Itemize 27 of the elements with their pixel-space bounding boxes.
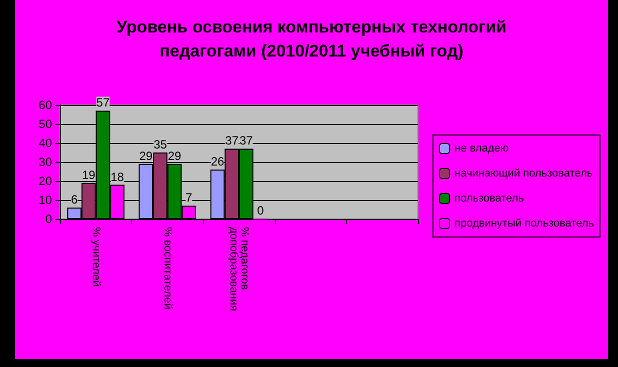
y-tick-label: 60 <box>38 98 52 112</box>
y-tick-label: 10 <box>38 193 52 207</box>
legend-label: начинающий пользователь <box>454 168 593 180</box>
data-label: 19 <box>82 168 96 182</box>
chart-title: Уровень освоения компьютерных технологий педагогами (2010/2011 учебный год) <box>116 18 507 60</box>
data-label: 18 <box>110 170 124 184</box>
x-tick-label: % воспитателей <box>161 227 174 310</box>
x-tick-label: % педагогов допобразования <box>228 227 250 312</box>
y-tick-label: 30 <box>38 155 52 169</box>
data-label: 26 <box>210 154 225 169</box>
legend-label: пользователь <box>454 192 524 204</box>
data-label: 0 <box>257 204 264 218</box>
data-label: 29 <box>168 148 182 163</box>
data-label: 35 <box>154 138 168 152</box>
data-label: 29 <box>139 148 153 163</box>
data-label: 57 <box>96 96 110 110</box>
data-label: 7 <box>186 190 193 205</box>
legend-label: не владею <box>454 142 509 154</box>
data-label: 37 <box>225 134 239 148</box>
y-tick-label: 50 <box>38 117 52 131</box>
y-tick-label: 20 <box>38 174 52 188</box>
y-tick-label: 0 <box>45 212 52 226</box>
y-tick-label: 40 <box>38 136 52 150</box>
data-label: 6 <box>70 192 78 207</box>
legend-label: продвинутый пользователь <box>454 218 594 230</box>
data-label: 37 <box>239 134 254 148</box>
x-tick-label: % учителей <box>90 227 102 287</box>
